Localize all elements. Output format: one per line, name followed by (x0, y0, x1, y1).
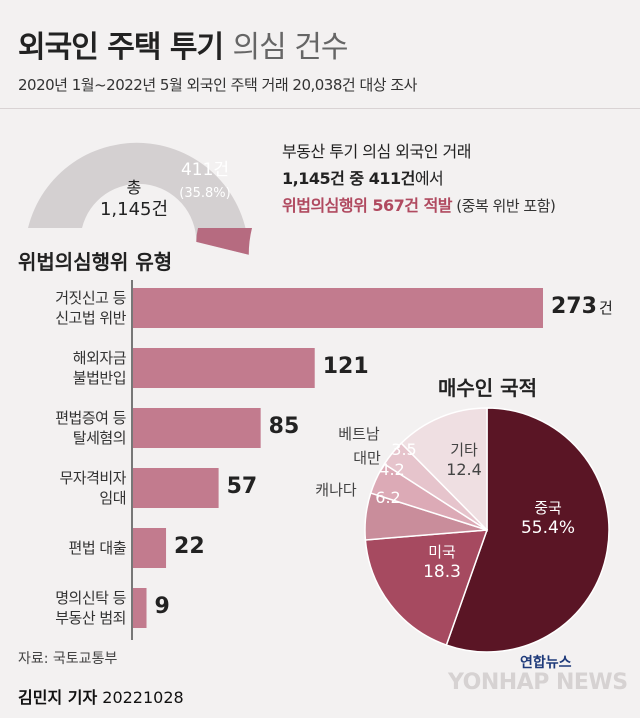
bar-value-number: 273 (551, 294, 597, 319)
bar-axis-line (131, 280, 133, 640)
bar-label-line: 해외자금 (72, 349, 127, 367)
bar-label-line: 거짓신고 등 (55, 289, 126, 307)
bar-2 (133, 408, 261, 448)
callout-line2b: 에서 (414, 169, 444, 188)
bar-chart (133, 288, 543, 628)
bar-5 (133, 588, 147, 628)
title-bold: 외국인 주택 투기 (18, 30, 224, 65)
pie-chart (364, 407, 610, 653)
pie-slice-name-outside: 대만 (353, 449, 381, 467)
byline-date: 20221028 (102, 688, 184, 707)
bar-label-line: 명의신탁 등 (55, 589, 126, 607)
title-light: 의심 건수 (232, 30, 349, 65)
bar-value-5: 9 (155, 594, 170, 619)
byline: 김민지 기자 20221028 (18, 684, 184, 708)
gauge-total-value: 1,145건 (99, 199, 169, 220)
pie-slice-value: 12.4 (446, 460, 482, 479)
bar-value-4: 22 (174, 534, 205, 559)
bar-label-line: 편법 대출 (68, 539, 127, 557)
pie-slice-5 (400, 407, 488, 532)
page-title: 외국인 주택 투기 의심 건수 (18, 22, 349, 66)
callout-line3b: (중복 위반 포함) (452, 197, 556, 215)
callout-line2a: 1,145건 중 411건 (282, 169, 415, 188)
bar-value-number: 22 (174, 534, 205, 559)
bar-label-line: 신고법 위반 (55, 309, 126, 327)
callout-line1: 부동산 투기 의심 외국인 거래 (282, 142, 471, 161)
pie-slice-value: 18.3 (423, 562, 461, 582)
bar-3 (133, 468, 219, 508)
pie-slice-1 (364, 529, 489, 647)
gauge-part-pct: (35.8%) (179, 186, 231, 201)
bar-value-number: 85 (268, 414, 300, 439)
gauge-rest-arc (28, 142, 249, 255)
callout-line3a: 위법의심행위 567건 적발 (282, 196, 453, 215)
pie-slice-name-outside: 베트남 (338, 425, 380, 443)
pie-label-4: 3.5 (364, 440, 444, 460)
pie-label-3: 4.2 (352, 460, 432, 480)
byline-name: 김민지 기자 (18, 688, 98, 707)
pie-slice-value: 6.2 (375, 488, 401, 507)
bar-value-0: 273 건 (551, 294, 613, 319)
brand-logo: 연합뉴스 (520, 655, 572, 671)
bar-value-1: 121 (323, 354, 369, 379)
bar-label-line: 무자격비자 (59, 469, 126, 487)
pie-slice-value: 4.2 (379, 460, 405, 479)
pie-slice-name-outside: 캐나다 (315, 481, 357, 499)
pie-slice-value: 3.5 (391, 440, 417, 459)
pie-slice-name: 기타 (450, 441, 478, 459)
callout: 부동산 투기 의심 외국인 거래 1,145건 중 411건에서 위법의심행위 … (282, 138, 556, 220)
bar-value-number: 57 (226, 474, 258, 499)
bars-title: 위법의심행위 유형 (18, 250, 173, 274)
divider (0, 108, 640, 109)
bar-value-number: 121 (322, 354, 369, 379)
bar-1 (133, 348, 315, 388)
bar-label-line: 불법반입 (72, 369, 127, 387)
gauge-total-label: 총 (126, 178, 142, 197)
pie-label-1: 미국 18.3 (402, 542, 482, 582)
bar-value-unit: 건 (598, 299, 613, 317)
bar-0 (133, 288, 543, 328)
brand-watermark: YONHAP NEWS (448, 670, 628, 695)
source-note: 자료: 국토교통부 (18, 651, 118, 667)
bar-value-number: 9 (154, 594, 170, 619)
bar-label-line: 편법증여 등 (55, 409, 126, 427)
subtitle: 2020년 1월~2022년 5월 외국인 주택 거래 20,038건 대상 조… (18, 76, 417, 94)
pie-label-5: 기타 12.4 (424, 440, 504, 480)
bar-value-3: 57 (227, 474, 258, 499)
bar-label-4: 편법 대출 (14, 538, 127, 558)
pie-title: 매수인 국적 (438, 376, 537, 400)
bar-label-line: 임대 (99, 489, 126, 507)
pie-label-0: 중국 55.4% (508, 498, 588, 538)
pie-slice-name: 미국 (428, 543, 456, 561)
gauge-part-arc (196, 228, 252, 255)
pie-slice-name: 중국 (534, 499, 562, 517)
pie-slice-value: 55.4% (520, 518, 575, 538)
bar-4 (133, 528, 167, 568)
bar-value-2: 85 (269, 414, 300, 439)
gauge-part-value: 411건 (180, 160, 230, 180)
bar-label-line: 탈세혐의 (72, 429, 127, 447)
pie-label-2: 6.2 (348, 488, 428, 508)
bar-label-line: 부동산 범죄 (55, 609, 126, 627)
